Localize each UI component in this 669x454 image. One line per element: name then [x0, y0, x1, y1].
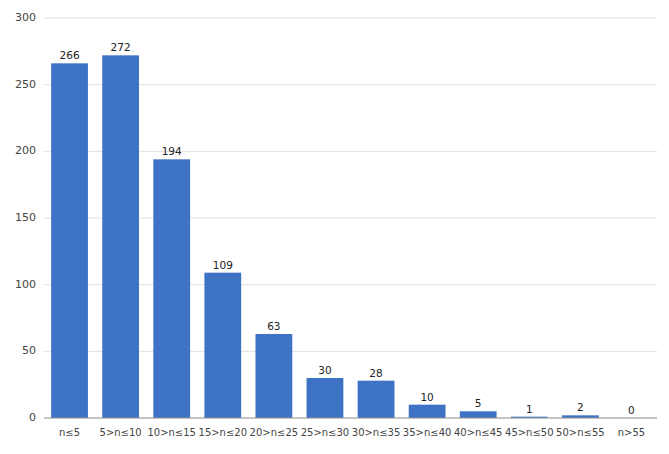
bars: [51, 55, 599, 418]
data-label: 10: [420, 391, 433, 403]
x-tick-label: 5>n≤10: [100, 427, 142, 438]
y-axis: 0 50 100 150 200 250 300: [15, 11, 36, 424]
data-label: 194: [162, 145, 182, 157]
chart-svg: 0501001502002503002662721941096330281051…: [0, 0, 669, 454]
data-label: 266: [60, 49, 80, 61]
y-tick-label: 50: [22, 344, 36, 357]
x-tick-label: 10>n≤15: [147, 427, 196, 438]
bar: [102, 55, 139, 418]
bar: [51, 63, 88, 418]
data-label: 1: [526, 403, 533, 415]
data-label: 63: [267, 320, 280, 332]
bar: [409, 405, 446, 418]
x-tick-label: 30>n≤35: [352, 427, 401, 438]
grid-line: [44, 418, 657, 419]
data-label: 272: [111, 41, 131, 53]
y-tick-label: 100: [15, 278, 36, 291]
y-tick-label: 250: [15, 78, 36, 91]
x-tick-label: 15>n≤20: [199, 427, 248, 438]
bar: [255, 334, 292, 418]
data-label: 5: [475, 397, 482, 409]
x-tick-label: 50>n≤55: [556, 427, 605, 438]
x-axis-line: [44, 418, 657, 419]
bar: [204, 273, 241, 418]
y-tick-label: 300: [15, 11, 36, 24]
x-tick-label: 25>n≤30: [301, 427, 350, 438]
bar: [358, 381, 395, 418]
bar: [153, 159, 190, 418]
data-label: 109: [213, 259, 233, 271]
grid-line: [44, 18, 657, 19]
data-label: 30: [318, 364, 331, 376]
bar: [460, 411, 497, 418]
bar: [307, 378, 344, 418]
chart-container: 0501001502002503002662721941096330281051…: [0, 0, 669, 454]
x-tick-label: n>55: [618, 427, 645, 438]
y-tick-label: 200: [15, 144, 36, 157]
data-labels: 266 272 194 109 63 30 28 10 5 1 2 0: [60, 41, 635, 416]
page: {"chart_data": {"type": "bar", "categori…: [0, 0, 669, 454]
y-tick-label: 0: [29, 411, 36, 424]
x-tick-label: 45>n≤50: [505, 427, 554, 438]
data-label: 0: [628, 404, 635, 416]
data-label: 2: [577, 401, 584, 413]
y-tick-label: 150: [15, 211, 36, 224]
y-grid: [44, 18, 657, 418]
x-axis: n≤5 5>n≤10 10>n≤1515>n≤2020>n≤2525>n≤3030>…: [59, 427, 645, 438]
data-label: 28: [369, 367, 382, 379]
x-tick-label: 20>n≤25: [250, 427, 299, 438]
x-tick-label: n≤5: [59, 427, 80, 438]
x-tick-label: 40>n≤45: [454, 427, 503, 438]
x-tick-label: 35>n≤40: [403, 427, 452, 438]
